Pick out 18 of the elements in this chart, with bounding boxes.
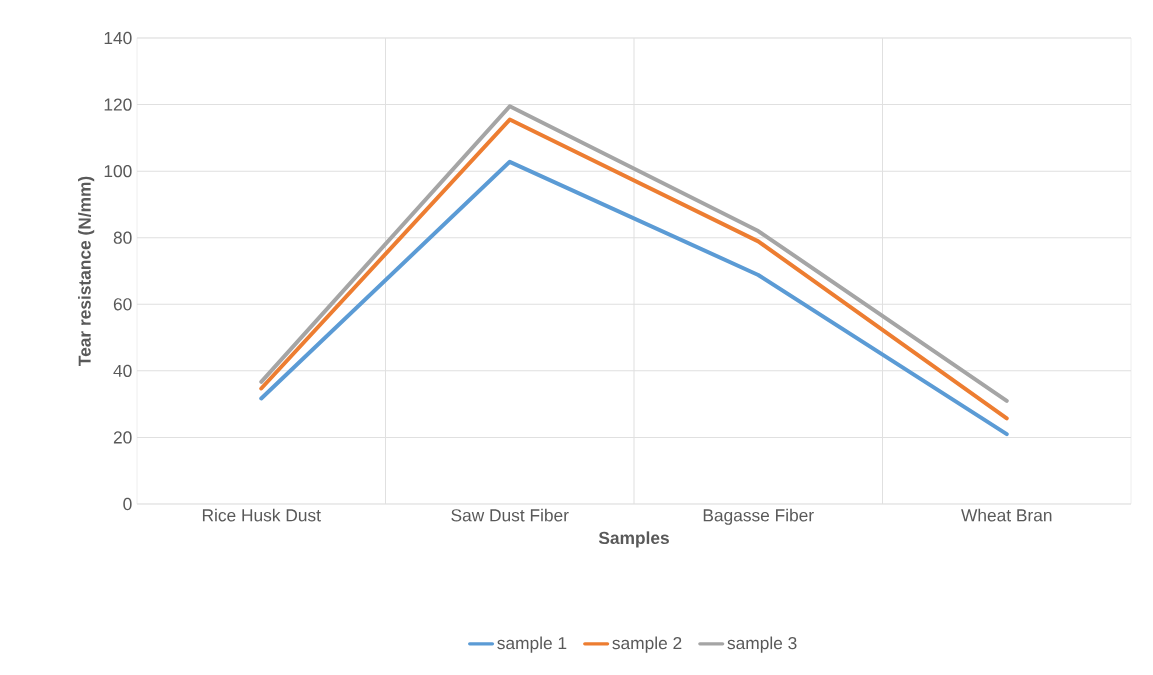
y-tick-label: 140 bbox=[104, 31, 132, 45]
y-tick-label: 40 bbox=[113, 364, 132, 377]
y-tick-label: 120 bbox=[104, 98, 132, 111]
x-axis-title: Samples bbox=[598, 531, 669, 548]
x-tick-label: Wheat Bran bbox=[961, 508, 1052, 522]
x-tick-label: Bagasse Fiber bbox=[703, 508, 814, 525]
x-tick-label: Rice Husk Dust bbox=[202, 508, 321, 522]
y-tick-label: 0 bbox=[123, 497, 132, 511]
y-tick-label: 20 bbox=[113, 431, 132, 444]
y-axis-title: Tear resistance (N/mm) bbox=[78, 176, 95, 367]
y-tick-label: 100 bbox=[104, 165, 132, 178]
legend-label: sample 2 bbox=[612, 636, 682, 653]
legend-label: sample 1 bbox=[497, 636, 567, 653]
x-tick-label: Saw Dust Fiber bbox=[451, 508, 569, 522]
line-series bbox=[259, 159, 1009, 437]
y-tick-label: 80 bbox=[113, 231, 132, 244]
legend-label: sample 3 bbox=[727, 636, 797, 653]
y-tick-label: 60 bbox=[113, 298, 132, 311]
